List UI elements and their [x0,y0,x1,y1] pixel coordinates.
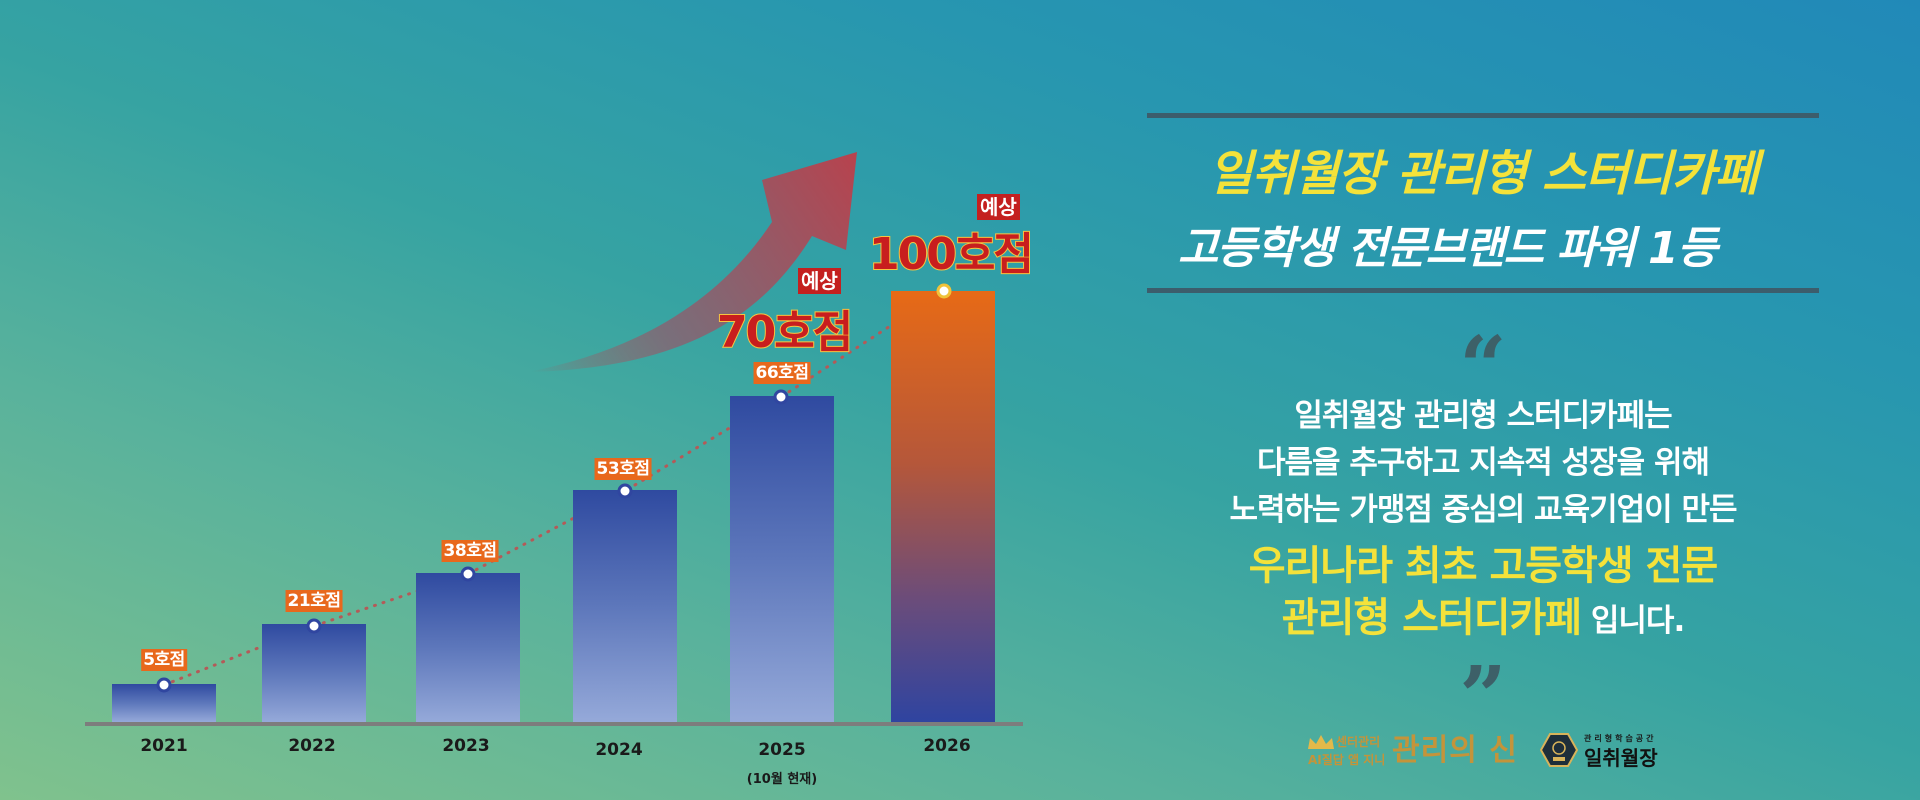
data-point [773,389,789,405]
forecast-tag-70: 예상 [798,268,841,294]
emblem-icon [1540,733,1578,767]
forecast-label-70: 70호점 [716,306,854,359]
genie-brand: 관리의 신 [1392,733,1518,768]
value-label: 5호점 [141,649,187,671]
highlight-line: 우리나라 최초 고등학생 전문 [1248,543,1718,589]
highlight-line: 관리형 스터디카페 입니다. [1147,585,1819,643]
x-tick-label: 2021 [140,736,188,756]
value-label: 53호점 [594,458,652,480]
value-label: 66호점 [753,362,811,384]
body-text-line: 일취월장 관리형 스터디카페는 [1294,398,1672,434]
bottom-divider [1147,288,1819,293]
bar-2025 [730,396,834,722]
bar-2022 [262,624,366,722]
body-text-line: 노력하는 가맹점 중심의 교육기업이 만든 [1229,492,1737,528]
x-tick-label: 2022 [288,736,336,756]
x-axis [85,722,1023,726]
subheadline: 고등학생 전문브랜드 파워 1등 [1177,223,1718,274]
ilchwi-name: 일취월장 [1584,746,1658,770]
genie-tagline-1: 센터관리 [1336,735,1381,749]
x-tick-label: 2023 [442,736,490,756]
crown-icon [1308,735,1334,749]
data-point [306,618,322,634]
bar-2026 [891,291,995,722]
top-divider [1147,113,1819,118]
close-quote-icon: ” [1459,649,1507,745]
value-label: 38호점 [441,540,499,562]
data-point [936,283,952,299]
body-text-line: 다름을 추구하고 지속적 성장을 위해 [1257,445,1710,481]
bar-2023 [416,573,520,722]
ilchwi-subtitle: 관리형학습공간 [1584,734,1657,743]
highlight-text: 관리형 스터디카페 [1281,595,1582,641]
open-quote-icon: “ [1459,319,1507,415]
highlight-tail: 입니다. [1581,603,1685,639]
data-point [156,677,172,693]
value-label: 21호점 [285,590,343,612]
x-tick-label: 2024 [595,740,643,760]
growth-arrow-icon [528,152,857,372]
x-tick-label: 2025 [758,740,806,760]
forecast-tag-100: 예상 [977,194,1020,220]
forecast-label-100: 100호점 [868,228,1035,281]
x-tick-note: (10월 현재) [746,772,818,787]
genie-tagline-2: AI질답 앱 지니 [1308,753,1386,767]
x-tick-label: 2026 [923,736,971,756]
bar-2024 [573,490,677,722]
headline: 일취월장 관리형 스터디카페 [1208,146,1758,202]
data-point [460,566,476,582]
data-point [617,483,633,499]
